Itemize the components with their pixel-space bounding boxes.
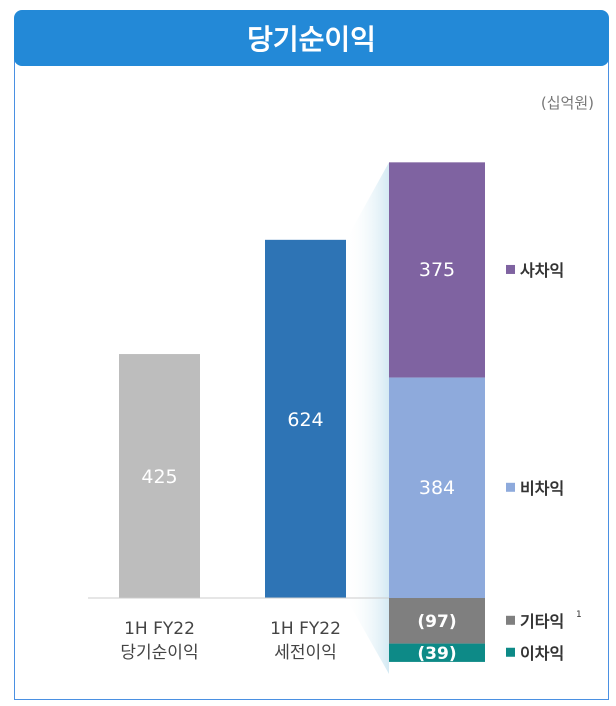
- segment-interest-value: (39): [417, 644, 456, 664]
- legend-swatch-other: [506, 615, 515, 625]
- legend-label-other: 기타익: [520, 612, 564, 631]
- x-tick-label: 세전이익: [274, 643, 337, 663]
- segment-interest: [389, 643, 485, 662]
- bar-pretax-income-value: 624: [287, 409, 323, 431]
- bar-net-income-value: 425: [141, 466, 177, 488]
- segment-non-interest: [389, 377, 485, 598]
- x-tick-label: 1H FY22: [270, 619, 341, 639]
- legend-superscript: 1: [576, 610, 582, 620]
- segment-fee-value: 375: [419, 259, 455, 281]
- connector-wedge: [346, 162, 389, 675]
- segment-other-value: (97): [417, 612, 456, 632]
- legend-label-non-interest: 비차익: [520, 479, 564, 498]
- chart-frame: [14, 50, 609, 700]
- x-tick-label: 당기순이익: [120, 643, 198, 663]
- segment-other: [389, 598, 485, 644]
- segment-non-interest-value: 384: [419, 477, 455, 499]
- legend-label-fee: 사차익: [520, 261, 564, 280]
- x-tick-label: 1H FY22: [124, 619, 195, 639]
- unit-label: (십억원): [540, 94, 594, 112]
- legend-swatch-fee: [506, 264, 515, 274]
- bar-pretax-income: [265, 239, 346, 598]
- chart-title: 당기순이익: [14, 10, 609, 66]
- segment-fee: [389, 162, 485, 378]
- legend-label-interest: 이차익: [520, 644, 564, 663]
- legend-swatch-interest: [506, 647, 515, 657]
- legend-swatch-non-interest: [506, 482, 515, 492]
- bar-net-income: [119, 354, 200, 598]
